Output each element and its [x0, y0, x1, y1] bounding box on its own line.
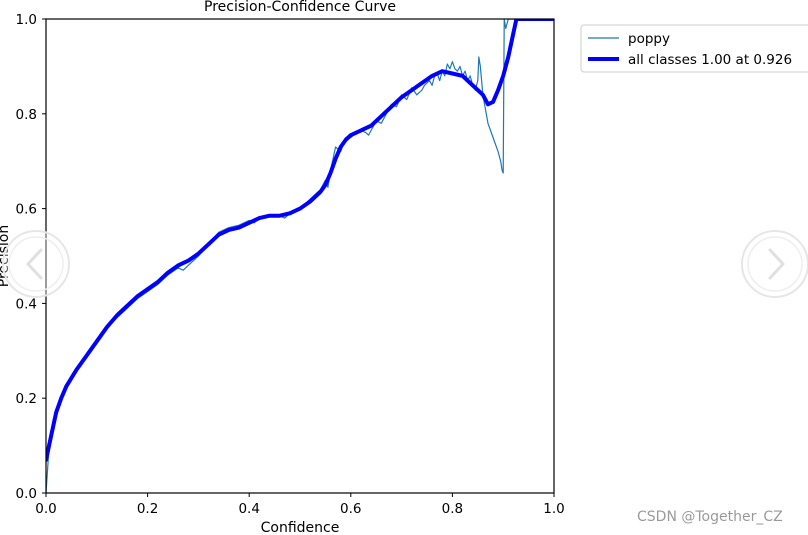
- y-tick-label: 1.0: [16, 12, 37, 28]
- y-tick-label: 0.8: [16, 107, 37, 123]
- x-tick-label: 0.8: [442, 501, 463, 517]
- legend-label-all-classes: all classes 1.00 at 0.926: [628, 52, 792, 68]
- legend-box: [580, 24, 808, 73]
- legend: poppy all classes 1.00 at 0.926: [580, 24, 808, 73]
- x-tick-label: 0.2: [137, 501, 158, 517]
- previous-image-button[interactable]: [1, 229, 71, 299]
- axes-frame: [45, 18, 555, 494]
- chart-title: Precision-Confidence Curve: [204, 0, 396, 15]
- legend-label-poppy: poppy: [628, 31, 670, 47]
- y-tick-label: 0.0: [16, 486, 37, 502]
- watermark: CSDN @Together_CZ: [637, 509, 783, 525]
- chevron-left-icon: [2, 230, 70, 298]
- x-tick-label: 0.6: [340, 501, 361, 517]
- series-line-all-classes: [46, 19, 554, 462]
- x-tick-label: 0.4: [238, 501, 259, 517]
- x-axis-label: Confidence: [261, 520, 340, 535]
- y-tick-label: 0.2: [16, 391, 37, 407]
- x-tick-label: 0.0: [35, 501, 56, 517]
- chevron-right-icon: [741, 230, 808, 298]
- y-tick-label: 0.6: [16, 202, 37, 218]
- plot-area: [46, 19, 554, 493]
- x-tick-label: 1.0: [543, 501, 564, 517]
- axis-ticks: 0.0 0.2 0.4 0.6 0.8 1.0 0.0 0.2 0.4 0.6 0.8 1.0: [16, 12, 565, 517]
- next-image-button[interactable]: [740, 229, 808, 299]
- y-tick-label: 0.4: [16, 296, 37, 312]
